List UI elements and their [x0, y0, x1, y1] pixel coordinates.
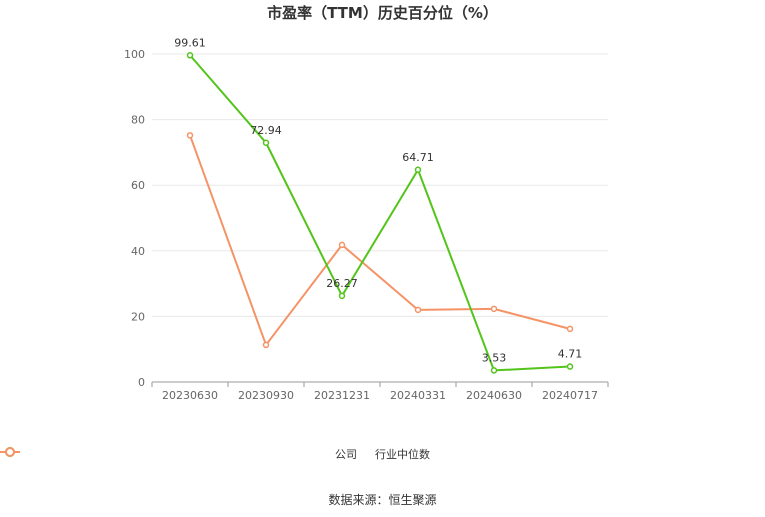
legend-label: 公司 — [335, 448, 357, 461]
series-1-point — [338, 241, 346, 249]
line-chart: 0 20 40 60 80 100 20230630 20230930 20231231 2024… — [124, 36, 609, 402]
data-label: 26.27 — [326, 277, 358, 290]
series-line-0 — [189, 54, 571, 372]
x-tick-label: 20230930 — [238, 389, 294, 402]
x-tick-label: 20240630 — [466, 389, 522, 402]
y-tick-label: 100 — [124, 48, 145, 61]
series-1-point — [490, 305, 498, 313]
data-label: 99.61 — [174, 36, 206, 49]
series-0-point — [490, 367, 498, 374]
series-0-point — [262, 139, 270, 147]
series-line-1 — [189, 135, 571, 346]
series-0-point — [186, 52, 194, 59]
data-label: 64.71 — [402, 151, 434, 164]
series-0-point — [414, 166, 422, 174]
series-1-point — [566, 325, 574, 333]
x-tick-label: 20230630 — [162, 389, 218, 402]
legend: 公司 行业中位数 — [0, 446, 765, 462]
chart-title: 市盈率（TTM）历史百分位（%） — [267, 4, 498, 22]
legend-label: 行业中位数 — [375, 448, 430, 461]
series-0-point — [338, 292, 346, 300]
series-1-point — [186, 132, 194, 139]
data-label: 4.71 — [558, 348, 583, 361]
data-source: 数据来源：恒生聚源 — [328, 493, 437, 507]
data-label: 3.53 — [482, 351, 507, 364]
series-1-point — [414, 306, 422, 314]
y-tick-label: 80 — [131, 114, 145, 127]
series-0-point — [566, 363, 574, 370]
x-tick-label: 20231231 — [314, 389, 370, 402]
data-label: 72.94 — [250, 124, 282, 137]
legend-item-0[interactable]: 公司 — [0, 446, 357, 462]
legend-swatch-icon — [0, 447, 20, 457]
x-tick-label: 20240717 — [542, 389, 598, 402]
y-tick-label: 60 — [131, 179, 145, 192]
y-tick-label: 40 — [131, 245, 145, 258]
y-tick-label: 20 — [131, 310, 145, 323]
x-tick-label: 20240331 — [390, 389, 446, 402]
series-1-point — [262, 341, 270, 349]
legend-item-1[interactable]: 行业中位数 — [0, 446, 430, 462]
y-tick-label: 0 — [138, 376, 145, 389]
